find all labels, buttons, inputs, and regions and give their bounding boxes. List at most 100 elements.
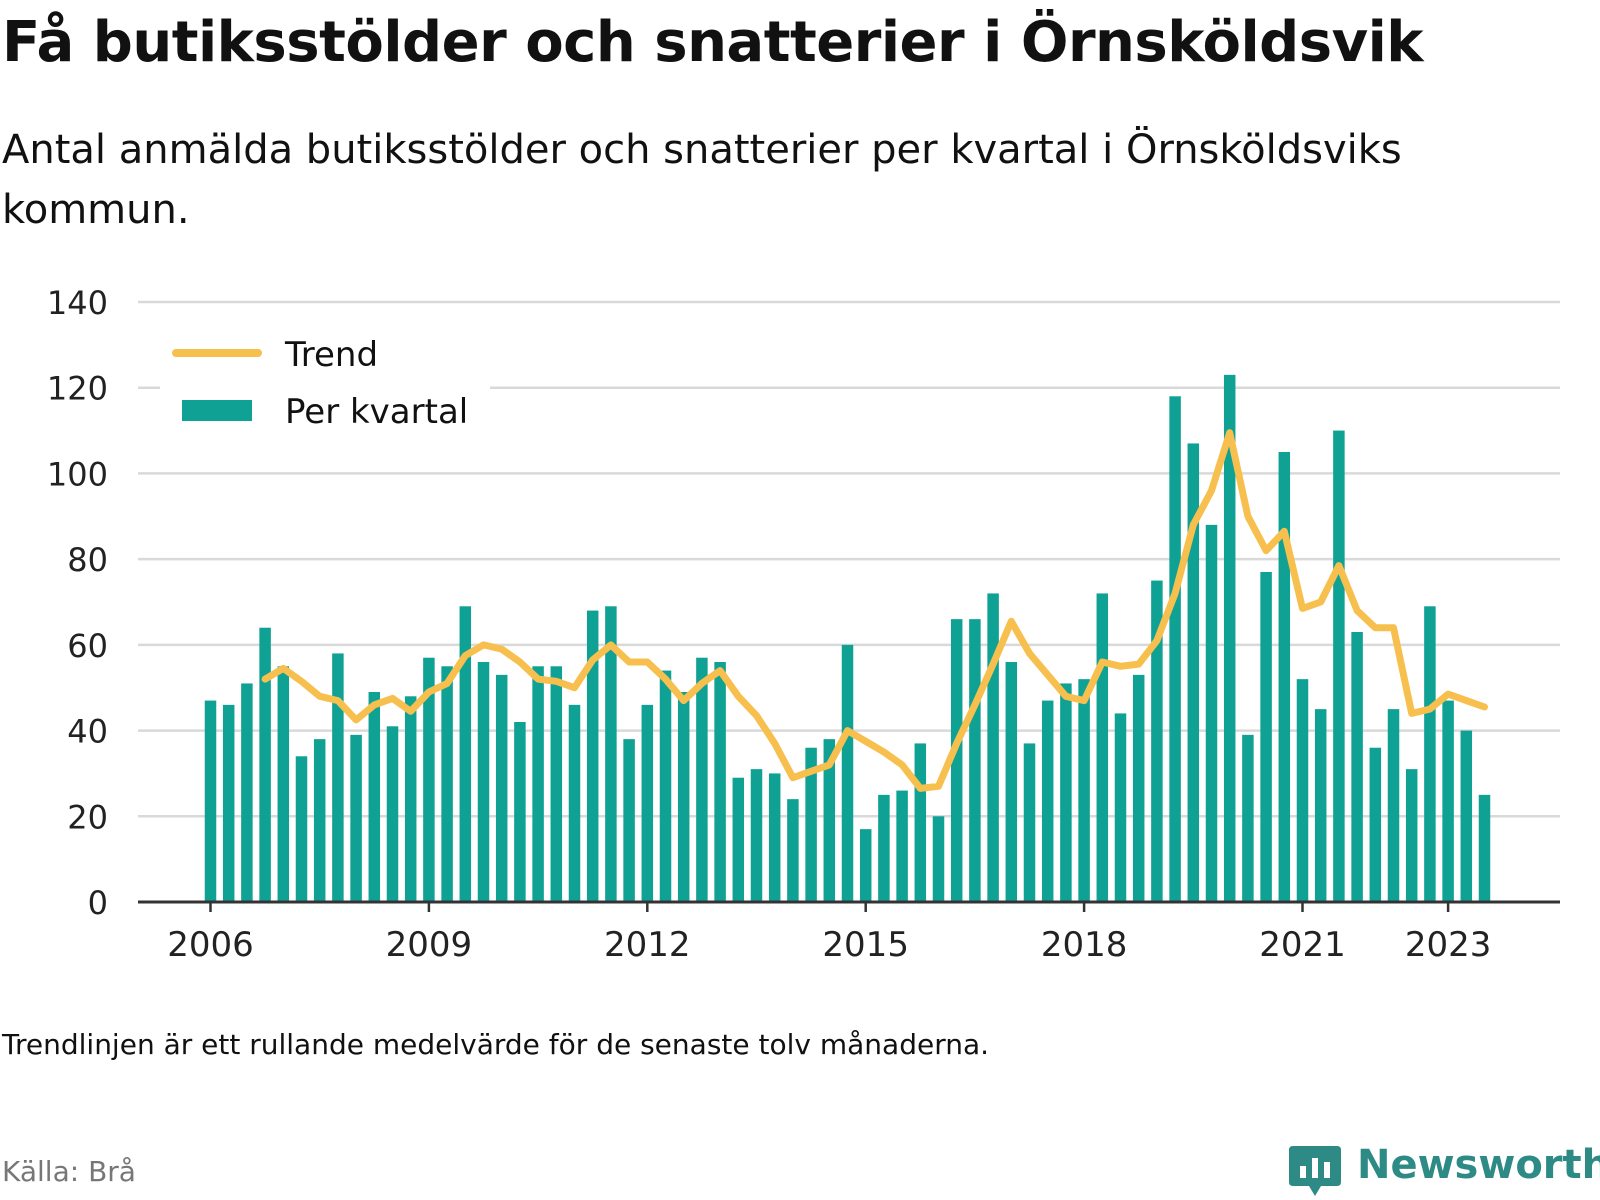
bar xyxy=(368,692,381,902)
bar xyxy=(1060,683,1072,902)
bar xyxy=(1351,632,1363,902)
bar xyxy=(1223,374,1236,902)
bar xyxy=(404,696,417,902)
bar xyxy=(204,700,217,902)
y-tick-label: 60 xyxy=(67,627,108,665)
bar xyxy=(1205,524,1218,902)
bar xyxy=(696,657,708,902)
y-tick-label: 80 xyxy=(67,541,108,579)
bar xyxy=(1096,593,1109,902)
y-tick-label: 120 xyxy=(47,370,108,408)
bar xyxy=(386,726,399,902)
bar xyxy=(1278,452,1291,902)
bar xyxy=(222,704,235,902)
bar xyxy=(259,627,271,902)
trend-series xyxy=(261,429,1488,792)
bar xyxy=(277,666,290,902)
bar xyxy=(1333,430,1345,902)
x-tick-label: 2021 xyxy=(1259,925,1346,965)
bar xyxy=(532,666,544,902)
bar xyxy=(1478,794,1491,902)
y-axis-labels: 0 20 40 60 80 100 120 140 xyxy=(47,284,108,922)
legend-bar-swatch xyxy=(182,400,252,421)
bar xyxy=(1187,443,1200,902)
newsworthy-logo-icon xyxy=(1289,1146,1341,1196)
bar xyxy=(1405,769,1418,902)
x-tick-label: 2015 xyxy=(822,925,909,965)
bar xyxy=(987,593,999,902)
bar xyxy=(1132,674,1145,902)
bar xyxy=(568,704,581,902)
y-tick-label: 20 xyxy=(67,798,108,836)
footnote: Trendlinjen är ett rullande medelvärde f… xyxy=(2,1028,990,1061)
bar xyxy=(586,610,599,902)
bar xyxy=(313,739,326,902)
bar xyxy=(1442,700,1454,902)
x-axis: 2006 2009 2012 2015 2018 2021 2023 xyxy=(138,900,1560,965)
bar xyxy=(823,739,836,902)
bar xyxy=(932,816,945,902)
bar xyxy=(714,662,726,902)
x-tick-label: 2009 xyxy=(386,925,473,965)
bar xyxy=(969,619,981,902)
bar xyxy=(1041,700,1054,902)
legend-trend-label: Trend xyxy=(284,335,378,375)
y-tick-label: 100 xyxy=(47,455,108,493)
bar xyxy=(495,674,508,902)
bar xyxy=(914,743,927,902)
newsworthy-logo[interactable]: Newsworthy xyxy=(1287,1142,1600,1198)
bar xyxy=(768,773,781,902)
bar xyxy=(1242,734,1254,902)
y-tick-label: 0 xyxy=(88,884,108,922)
bar xyxy=(550,666,563,902)
trend-line xyxy=(261,429,1488,792)
bar xyxy=(1114,713,1127,902)
bar xyxy=(750,769,763,902)
bar xyxy=(1314,709,1327,902)
legend-bar-label: Per kvartal xyxy=(285,392,468,432)
y-tick-label: 40 xyxy=(67,713,108,751)
bar xyxy=(641,704,654,902)
newsworthy-logo-text: Newsworthy xyxy=(1357,1142,1600,1188)
bar xyxy=(295,756,308,902)
x-tick-label: 2006 xyxy=(167,925,254,965)
bar xyxy=(423,657,435,902)
bar xyxy=(605,606,617,902)
bar xyxy=(1078,679,1090,902)
bar xyxy=(787,799,799,902)
x-tick-label: 2018 xyxy=(1041,925,1128,965)
bar xyxy=(459,606,472,902)
bar xyxy=(477,662,490,902)
legend: Trend Per kvartal xyxy=(160,325,490,450)
bar xyxy=(514,722,526,902)
x-tick-label: 2012 xyxy=(604,925,691,965)
bar xyxy=(1460,730,1473,902)
bar xyxy=(1387,709,1400,902)
bar xyxy=(350,734,362,902)
bar-series xyxy=(204,374,1491,902)
bar xyxy=(950,619,963,902)
bar xyxy=(805,747,817,902)
bar xyxy=(878,794,890,902)
bar xyxy=(1369,747,1382,902)
bar xyxy=(896,790,908,902)
bar xyxy=(1005,662,1018,902)
bar xyxy=(332,653,344,902)
chart-title: Få butiksstölder och snatterier i Örnskö… xyxy=(2,10,1424,75)
bar xyxy=(1169,396,1181,902)
legend-background xyxy=(160,325,490,450)
bar xyxy=(1260,572,1272,902)
bar xyxy=(1424,606,1436,902)
bar xyxy=(1023,743,1036,902)
source-credit: Källa: Brå xyxy=(2,1155,136,1188)
y-tick-label: 140 xyxy=(47,284,108,322)
x-tick-label: 2023 xyxy=(1405,925,1492,965)
bar xyxy=(859,829,872,902)
bar xyxy=(441,666,453,902)
bar xyxy=(241,683,253,902)
bar xyxy=(659,670,672,902)
chart-subtitle: Antal anmälda butiksstölder och snatteri… xyxy=(2,127,1402,233)
bar xyxy=(623,739,635,902)
bar xyxy=(841,644,854,902)
